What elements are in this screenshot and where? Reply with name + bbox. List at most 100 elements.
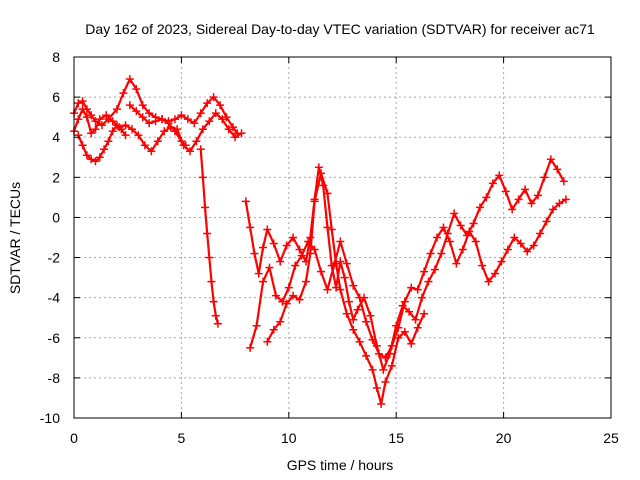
data-point <box>140 141 149 150</box>
data-point <box>546 155 555 164</box>
data-point <box>323 189 332 198</box>
series-trace-d <box>128 104 187 147</box>
x-tick-label: 10 <box>281 430 297 446</box>
data-point <box>74 99 83 108</box>
data-point <box>224 125 233 134</box>
data-point <box>375 349 384 358</box>
data-point <box>503 245 512 254</box>
y-tick-label: 4 <box>52 129 60 145</box>
data-point <box>203 99 212 108</box>
data-point <box>102 111 111 120</box>
data-point <box>222 113 231 122</box>
y-tick-label: -8 <box>48 370 61 386</box>
data-point <box>138 113 147 122</box>
data-point <box>394 333 403 342</box>
data-point <box>433 233 442 242</box>
y-axis-label: SDTVAR / TECUs <box>7 182 23 294</box>
data-point <box>536 229 545 238</box>
data-point <box>269 239 278 248</box>
data-point <box>407 283 416 292</box>
data-point <box>349 325 358 334</box>
data-point <box>112 105 121 114</box>
data-point <box>555 199 564 208</box>
data-point <box>349 315 358 324</box>
data-point <box>323 223 332 232</box>
data-point <box>78 141 87 150</box>
data-point <box>213 319 222 328</box>
data-point <box>437 249 446 258</box>
data-point <box>211 109 220 118</box>
data-point <box>295 245 304 254</box>
data-point <box>482 193 491 202</box>
data-point <box>340 273 349 282</box>
data-point <box>439 223 448 232</box>
data-point <box>177 111 186 120</box>
data-point <box>91 125 100 134</box>
data-point <box>372 383 381 392</box>
data-point <box>424 277 433 286</box>
data-point <box>231 133 240 142</box>
data-point <box>291 261 300 270</box>
data-point <box>332 259 341 268</box>
y-tick-label: -6 <box>48 330 61 346</box>
data-point <box>297 251 306 260</box>
data-point <box>426 249 435 258</box>
data-point <box>112 121 121 130</box>
data-point <box>190 119 199 128</box>
chart-title: Day 162 of 2023, Sidereal Day-to-day VTE… <box>85 21 595 37</box>
data-point <box>276 317 285 326</box>
data-point <box>368 365 377 374</box>
data-point <box>542 217 551 226</box>
data-point <box>134 131 143 140</box>
data-point <box>218 115 227 124</box>
data-point <box>185 147 194 156</box>
data-point <box>413 323 422 332</box>
data-point <box>445 237 454 246</box>
data-point <box>336 237 345 246</box>
tick-labels: 0 5 10 15 20 25 -10 -8 -6 -4 -2 0 2 4 6 8 <box>40 49 619 446</box>
data-point <box>336 285 345 294</box>
data-point <box>237 129 246 138</box>
data-point <box>91 157 100 166</box>
data-point <box>151 117 160 126</box>
data-point <box>336 257 345 266</box>
data-point <box>514 195 523 204</box>
data-point <box>181 141 190 150</box>
data-point <box>349 281 358 290</box>
data-point <box>209 297 218 306</box>
data-point <box>78 105 87 114</box>
data-point <box>196 145 205 154</box>
data-point <box>495 171 504 180</box>
data-point <box>344 297 353 306</box>
data-point <box>246 223 255 232</box>
data-point <box>205 117 214 126</box>
data-point <box>271 291 280 300</box>
data-point <box>533 191 542 200</box>
grid <box>74 57 611 418</box>
data-point <box>450 209 459 218</box>
data-point <box>100 145 109 154</box>
data-point <box>160 127 169 136</box>
data-point <box>259 277 268 286</box>
data-point <box>521 185 530 194</box>
data-point <box>241 197 250 206</box>
data-point <box>265 263 274 272</box>
data-point <box>211 311 220 320</box>
data-point <box>104 137 113 146</box>
data-point <box>97 121 106 130</box>
data-point <box>289 291 298 300</box>
y-tick-label: 0 <box>52 209 60 225</box>
data-point <box>510 233 519 242</box>
data-point <box>381 353 390 362</box>
data-point <box>119 89 128 98</box>
data-point <box>192 137 201 146</box>
data-point <box>553 165 562 174</box>
data-point <box>132 107 141 116</box>
data-point <box>387 341 396 350</box>
data-point <box>458 245 467 254</box>
data-point <box>95 115 104 124</box>
data-point <box>177 137 186 146</box>
data-point <box>252 321 261 330</box>
data-point <box>164 119 173 128</box>
data-point <box>420 309 429 318</box>
